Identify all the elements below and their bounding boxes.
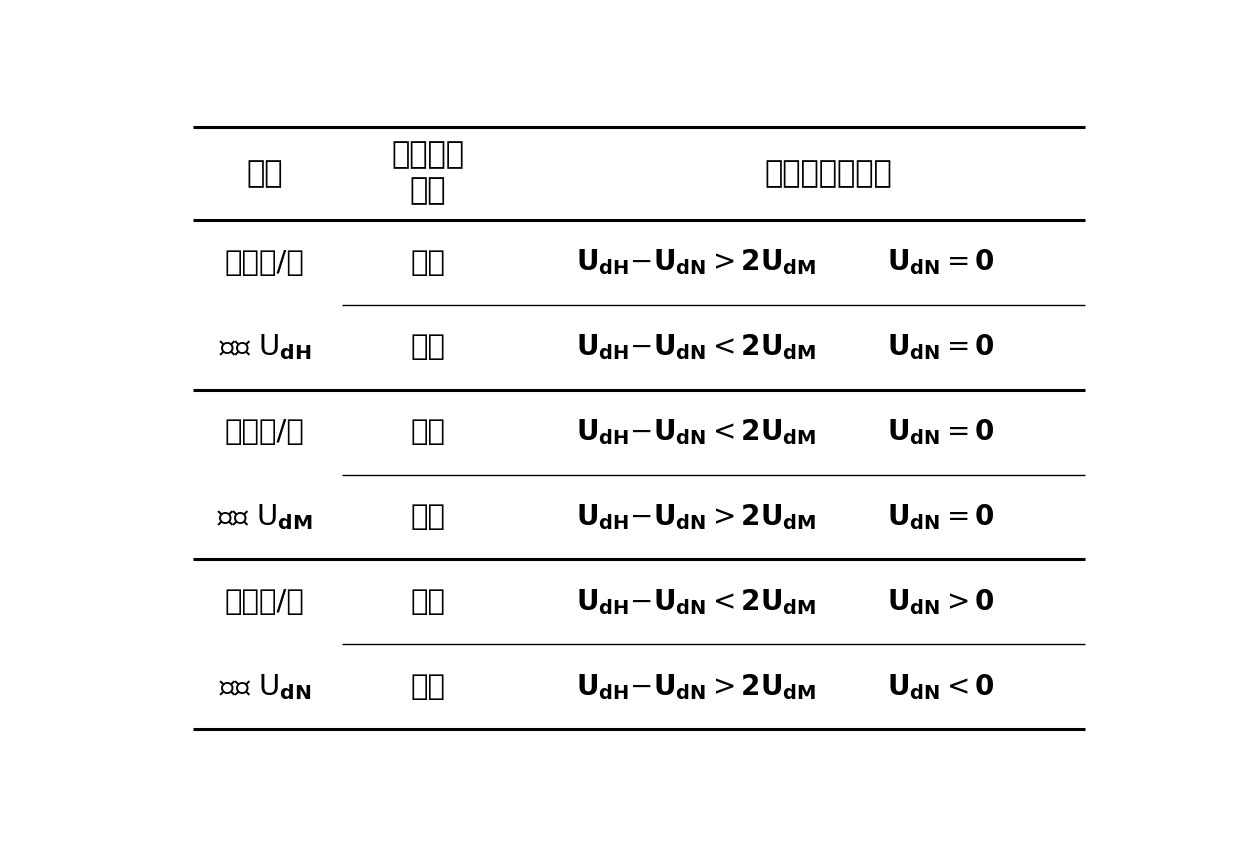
Text: 偏高: 偏高 xyxy=(411,588,445,616)
Text: $\mathbf{U}_{\mathbf{dH}}{-}\mathbf{U}_{\mathbf{dN}}{>}\mathbf{2U}_{\mathbf{dM}}: $\mathbf{U}_{\mathbf{dH}}{-}\mathbf{U}_{… xyxy=(576,672,816,701)
Text: $\mathbf{U}_{\mathbf{dN}}{=}\mathbf{0}$: $\mathbf{U}_{\mathbf{dN}}{=}\mathbf{0}$ xyxy=(887,248,995,278)
Text: 偏高: 偏高 xyxy=(411,418,445,447)
Text: $\mathbf{U}_{\mathbf{dH}}{-}\mathbf{U}_{\mathbf{dN}}{<}\mathbf{2U}_{\mathbf{dM}}: $\mathbf{U}_{\mathbf{dH}}{-}\mathbf{U}_{… xyxy=(576,417,816,447)
Text: $\mathbf{U}_{\mathbf{dN}}{>}\mathbf{0}$: $\mathbf{U}_{\mathbf{dN}}{>}\mathbf{0}$ xyxy=(887,587,995,616)
Text: $\mathbf{U}_{\mathbf{dH}}{-}\mathbf{U}_{\mathbf{dN}}{>}\mathbf{2U}_{\mathbf{dM}}: $\mathbf{U}_{\mathbf{dH}}{-}\mathbf{U}_{… xyxy=(576,248,816,278)
Text: 偏低: 偏低 xyxy=(411,673,445,701)
Text: $\mathbf{U}_{\mathbf{dN}}{=}\mathbf{0}$: $\mathbf{U}_{\mathbf{dN}}{=}\mathbf{0}$ xyxy=(887,332,995,362)
Text: 测量异常: 测量异常 xyxy=(391,140,464,169)
Text: 整流站/逆: 整流站/逆 xyxy=(225,249,304,277)
Text: 测点: 测点 xyxy=(246,159,283,188)
Text: 偏低: 偏低 xyxy=(411,503,445,531)
Text: $\mathbf{U}_{\mathbf{dH}}{-}\mathbf{U}_{\mathbf{dN}}{<}\mathbf{2U}_{\mathbf{dM}}: $\mathbf{U}_{\mathbf{dH}}{-}\mathbf{U}_{… xyxy=(576,332,816,362)
Text: $\mathbf{U}_{\mathbf{dN}}{<}\mathbf{0}$: $\mathbf{U}_{\mathbf{dN}}{<}\mathbf{0}$ xyxy=(887,672,995,701)
Text: 变站 U$_{\mathbf{dN}}$: 变站 U$_{\mathbf{dN}}$ xyxy=(219,672,310,701)
Text: $\mathbf{U}_{\mathbf{dN}}{=}\mathbf{0}$: $\mathbf{U}_{\mathbf{dN}}{=}\mathbf{0}$ xyxy=(887,502,995,532)
Text: 偏高: 偏高 xyxy=(411,249,445,277)
Text: 变站 U$_{\mathbf{dM}}$: 变站 U$_{\mathbf{dM}}$ xyxy=(216,502,313,532)
Text: $\mathbf{U}_{\mathbf{dH}}{-}\mathbf{U}_{\mathbf{dN}}{<}\mathbf{2U}_{\mathbf{dM}}: $\mathbf{U}_{\mathbf{dH}}{-}\mathbf{U}_{… xyxy=(576,587,816,616)
Text: 情况: 情况 xyxy=(409,176,447,205)
Text: 偏低: 偏低 xyxy=(411,333,445,362)
Text: 变站 U$_{\mathbf{dH}}$: 变站 U$_{\mathbf{dH}}$ xyxy=(219,332,312,362)
Text: 整流站/逆: 整流站/逆 xyxy=(225,418,304,447)
Text: 整流站/逆: 整流站/逆 xyxy=(225,588,304,616)
Text: 状态量变化特征: 状态量变化特征 xyxy=(764,159,892,188)
Text: $\mathbf{U}_{\mathbf{dH}}{-}\mathbf{U}_{\mathbf{dN}}{>}\mathbf{2U}_{\mathbf{dM}}: $\mathbf{U}_{\mathbf{dH}}{-}\mathbf{U}_{… xyxy=(576,502,816,532)
Text: $\mathbf{U}_{\mathbf{dN}}{=}\mathbf{0}$: $\mathbf{U}_{\mathbf{dN}}{=}\mathbf{0}$ xyxy=(887,417,995,447)
